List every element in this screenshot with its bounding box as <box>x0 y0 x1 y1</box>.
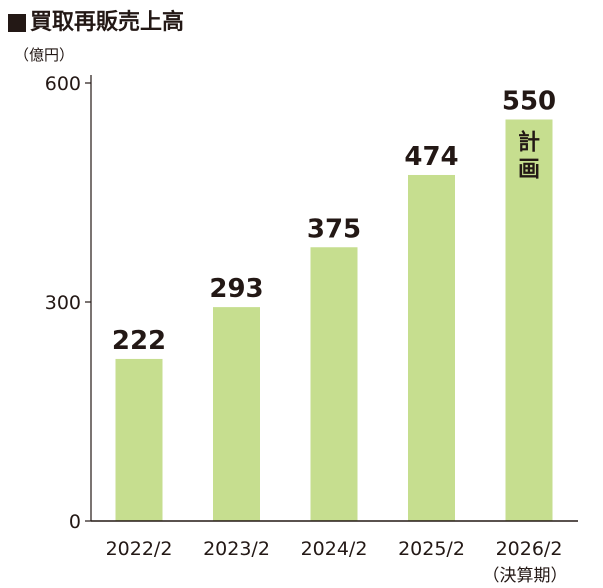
y-tick-label: 300 <box>45 292 81 314</box>
chart-title: 買取再販売上高 <box>8 6 184 40</box>
x-tick-label: 2024/2 <box>301 538 368 560</box>
data-label: 375 <box>307 214 361 244</box>
bar <box>505 119 553 521</box>
bar <box>213 307 260 521</box>
chart-title-text: 買取再販売上高 <box>30 10 185 35</box>
x-tick-label: 2023/2 <box>203 538 270 560</box>
data-label: 293 <box>209 274 263 304</box>
bar-note-label: 計 <box>518 130 540 156</box>
bar <box>408 174 455 522</box>
x-tick-label: 2026/2 <box>496 538 563 560</box>
y-axis-unit-label: （億円） <box>14 46 75 64</box>
x-tick-label: 2022/2 <box>106 538 173 560</box>
bar-note-label: 画 <box>518 158 540 183</box>
data-label: 222 <box>112 326 166 356</box>
x-tick-note: （決算期） <box>483 566 568 586</box>
bar <box>115 358 163 521</box>
title-square-icon <box>8 14 26 32</box>
y-tick-label: 600 <box>45 73 81 95</box>
data-label: 550 <box>502 87 556 117</box>
y-tick-label: 0 <box>69 511 81 533</box>
bar <box>310 247 358 521</box>
data-label: 474 <box>404 142 458 172</box>
x-tick-label: 2025/2 <box>398 538 465 560</box>
